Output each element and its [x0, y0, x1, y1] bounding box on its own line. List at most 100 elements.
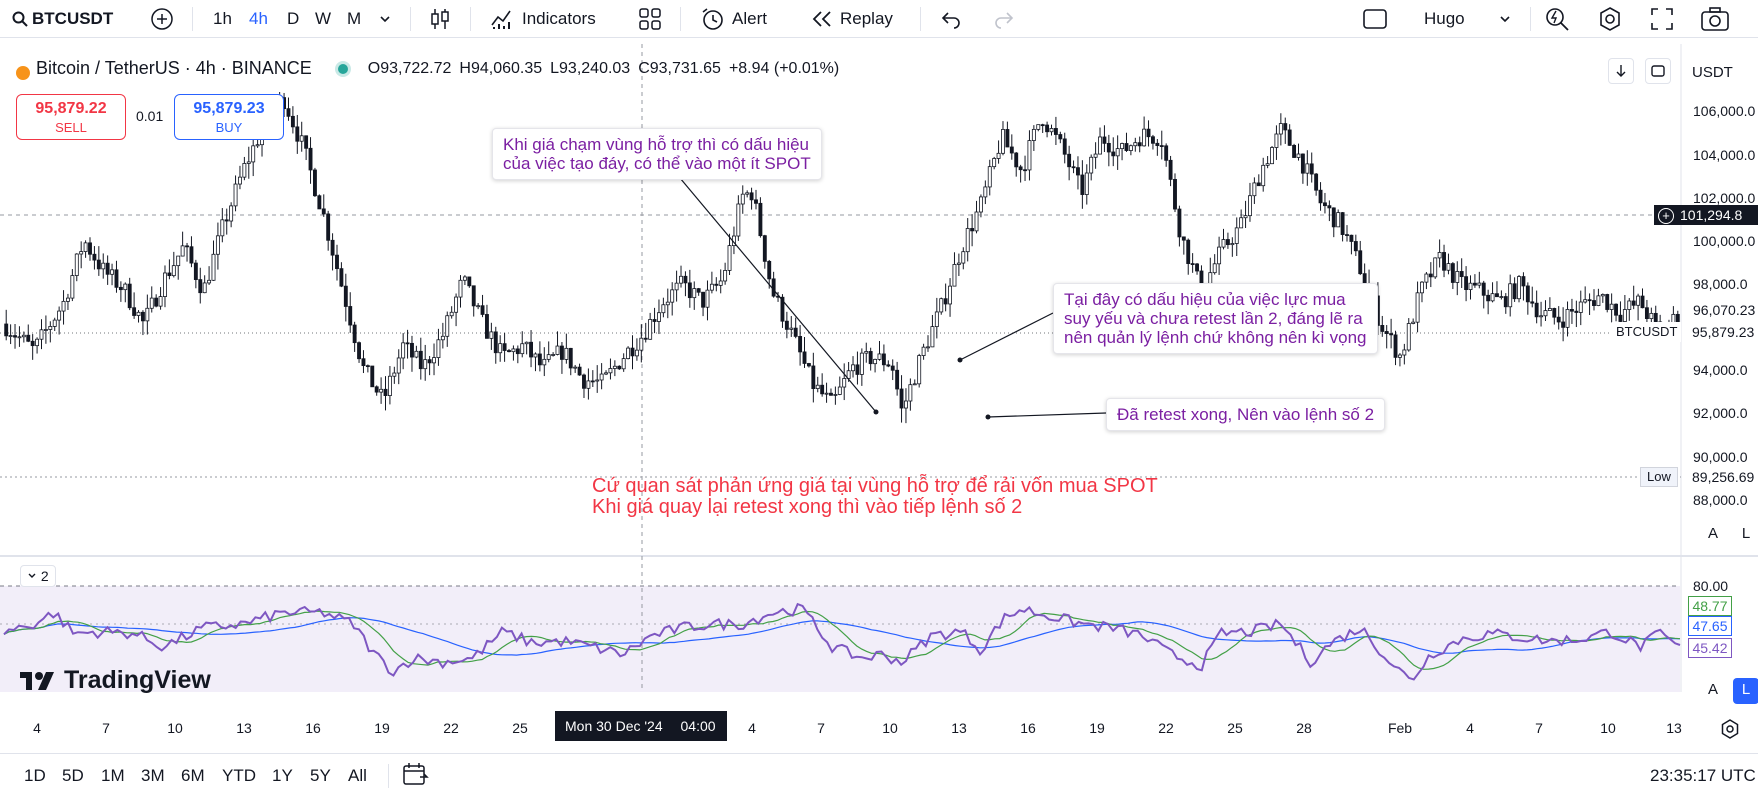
- alert-button[interactable]: Alert: [700, 0, 767, 38]
- undo-button[interactable]: [940, 0, 962, 38]
- interval-label: W: [315, 8, 332, 28]
- compare-button[interactable]: [150, 0, 174, 38]
- redo-button[interactable]: [993, 0, 1015, 38]
- candle: [934, 311, 939, 328]
- go-to-date-button[interactable]: [402, 762, 430, 793]
- candle: [692, 288, 697, 299]
- candle: [1058, 134, 1063, 140]
- last-price-tag: 95,879.23: [1688, 322, 1758, 342]
- price-chart[interactable]: [0, 44, 1758, 692]
- candle: [251, 145, 256, 163]
- candle: [1455, 271, 1460, 283]
- pane-auto-scale-button[interactable]: A: [1700, 678, 1726, 704]
- range-1m[interactable]: 1M: [101, 766, 125, 785]
- replay-button[interactable]: Replay: [810, 0, 893, 38]
- range-ytd[interactable]: YTD: [222, 766, 256, 785]
- range-6m[interactable]: 6M: [181, 766, 205, 785]
- settings-button[interactable]: [1597, 0, 1623, 38]
- log-scale-button[interactable]: L: [1733, 522, 1758, 548]
- chart-type-button[interactable]: [428, 0, 452, 38]
- chart-legend[interactable]: Bitcoin / TetherUS · 4h · BINANCE O93,72…: [16, 58, 839, 80]
- log-scale-label: L: [1741, 681, 1751, 698]
- pane-collapse-toggle[interactable]: 2: [20, 565, 56, 587]
- interval-m[interactable]: M: [347, 0, 361, 38]
- candle: [485, 314, 489, 339]
- annotation-callout-2[interactable]: Tại đây có dấu hiệu của việc lực mua suy…: [1053, 283, 1378, 354]
- candle: [520, 343, 525, 355]
- candle: [992, 158, 997, 168]
- symbol-search[interactable]: BTCUSDT: [12, 0, 113, 38]
- clock[interactable]: 23:35:17 UTC: [1650, 766, 1756, 785]
- candle: [1159, 145, 1164, 147]
- candle: [546, 354, 551, 360]
- low-tag: Low: [1640, 467, 1678, 487]
- fullscreen-toggle-button[interactable]: [1362, 0, 1388, 38]
- candle: [242, 163, 247, 178]
- range-3m[interactable]: 3M: [141, 766, 165, 785]
- candle: [1278, 123, 1283, 135]
- candle: [573, 366, 578, 369]
- ohlc-open: O93,722.72: [367, 59, 452, 77]
- indicators-icon: [491, 10, 511, 29]
- candle: [1124, 143, 1129, 151]
- candle: [727, 245, 732, 271]
- annotation-callout-1[interactable]: Khi giá chạm vùng hỗ trợ thì có dấu hiệu…: [492, 128, 822, 180]
- range-5y[interactable]: 5Y: [310, 766, 331, 785]
- candle: [542, 358, 547, 366]
- candle: [39, 329, 44, 340]
- time-tick: 19: [1089, 720, 1105, 736]
- layouts-button[interactable]: [638, 0, 662, 38]
- currency-label[interactable]: USDT: [1692, 64, 1733, 81]
- scroll-down-button[interactable]: [1608, 58, 1634, 84]
- candle: [454, 296, 459, 313]
- log-scale-label: L: [1741, 525, 1751, 542]
- interval-1h[interactable]: 1h: [213, 0, 232, 38]
- indicators-button[interactable]: Indicators: [490, 0, 596, 38]
- candle: [978, 196, 983, 213]
- range-all[interactable]: All: [348, 766, 367, 785]
- candle: [255, 144, 260, 147]
- candle: [1014, 152, 1019, 168]
- candle: [127, 283, 132, 309]
- annotation-red-text[interactable]: Cứ quan sát phản ứng giá tại vùng hỗ trợ…: [592, 476, 1158, 518]
- buy-button[interactable]: 95,879.23 BUY: [174, 94, 284, 140]
- arrow-down-icon: [1616, 65, 1626, 77]
- candle: [88, 242, 92, 255]
- chart-settings-button[interactable]: [1720, 719, 1740, 744]
- candle: [163, 272, 167, 297]
- candle: [665, 301, 670, 306]
- interval-dropdown[interactable]: [378, 0, 392, 38]
- snapshot-button[interactable]: [1700, 0, 1730, 38]
- layout-dropdown[interactable]: [1498, 0, 1512, 38]
- candle: [784, 320, 789, 330]
- layout-name-button[interactable]: Hugo: [1424, 0, 1465, 38]
- price-tick: 88,000.0: [1693, 492, 1748, 508]
- candle: [670, 289, 675, 303]
- interval-4h[interactable]: 4h: [249, 0, 268, 38]
- candle: [401, 342, 406, 359]
- candle: [612, 365, 617, 369]
- range-1d[interactable]: 1D: [24, 766, 46, 785]
- interval-d[interactable]: D: [287, 0, 299, 38]
- range-5d[interactable]: 5D: [62, 766, 84, 785]
- candle: [1499, 296, 1504, 298]
- candle: [789, 327, 794, 330]
- pane-log-scale-button[interactable]: L: [1733, 678, 1758, 704]
- quick-search-button[interactable]: [1544, 0, 1570, 38]
- search-lightning-icon: [1546, 7, 1569, 31]
- candle: [1521, 276, 1526, 287]
- candle: [590, 380, 595, 383]
- fullscreen-button[interactable]: [1650, 0, 1674, 38]
- interval-w[interactable]: W: [315, 0, 331, 38]
- sell-button[interactable]: 95,879.22 SELL: [16, 94, 126, 140]
- fit-chart-button[interactable]: [1645, 58, 1671, 84]
- annotation-callout-3[interactable]: Đã retest xong, Nên vào lệnh số 2: [1106, 398, 1386, 431]
- auto-scale-button[interactable]: A: [1700, 522, 1726, 548]
- divider: [680, 7, 681, 31]
- range-1y[interactable]: 1Y: [272, 766, 293, 785]
- candle: [630, 347, 635, 357]
- candle: [229, 205, 234, 222]
- candle: [101, 262, 106, 270]
- time-tick: 4: [1466, 720, 1474, 736]
- candle: [1296, 153, 1301, 158]
